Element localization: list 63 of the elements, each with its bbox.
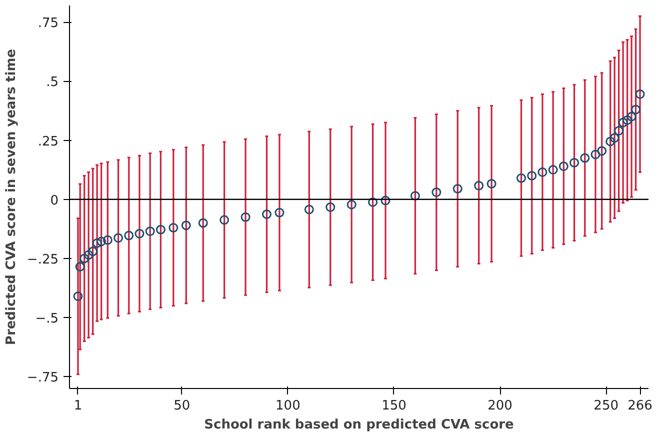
x-tick-label: 50 xyxy=(174,398,190,414)
y-tick-label: 0 xyxy=(50,193,59,208)
point xyxy=(220,215,230,225)
point xyxy=(145,226,155,236)
x-tick-label: 200 xyxy=(488,398,512,414)
point xyxy=(156,224,166,234)
point xyxy=(410,191,420,201)
point xyxy=(618,118,628,128)
point xyxy=(346,200,356,210)
point xyxy=(96,236,106,246)
y-tick-label: .25 xyxy=(38,134,59,150)
point xyxy=(635,89,645,99)
point xyxy=(614,126,624,136)
point xyxy=(198,218,208,228)
point xyxy=(452,184,462,194)
point xyxy=(631,104,641,114)
point xyxy=(538,167,548,177)
point xyxy=(88,246,98,256)
point xyxy=(486,179,496,189)
point xyxy=(558,162,568,172)
y-tick-label: .5 xyxy=(46,75,59,90)
point xyxy=(590,150,600,160)
y-tick-label: −.75 xyxy=(26,370,59,386)
point xyxy=(80,254,90,264)
point xyxy=(326,202,336,212)
point xyxy=(168,222,178,232)
point xyxy=(240,212,250,222)
point xyxy=(304,204,314,214)
y-tick-label: .75 xyxy=(38,16,59,32)
point xyxy=(92,238,102,248)
point xyxy=(626,112,636,122)
point xyxy=(622,115,632,125)
point xyxy=(606,136,616,146)
x-tick-label: 266 xyxy=(628,398,652,414)
point xyxy=(274,208,284,218)
point xyxy=(102,235,112,245)
point xyxy=(580,153,590,163)
point xyxy=(597,146,607,156)
point xyxy=(474,180,484,190)
point xyxy=(570,158,580,168)
point xyxy=(114,233,124,243)
x-tick-label: 1 xyxy=(74,398,82,414)
point xyxy=(368,197,378,207)
point xyxy=(527,170,537,180)
y-tick-label: −.5 xyxy=(35,312,58,327)
point xyxy=(134,228,144,238)
point xyxy=(75,262,85,272)
point xyxy=(84,250,94,260)
point xyxy=(73,292,83,302)
y-tick-label: −.25 xyxy=(26,252,59,268)
point xyxy=(380,196,390,206)
x-tick-label: 250 xyxy=(594,398,619,414)
x-tick-label: 100 xyxy=(276,398,300,414)
point xyxy=(124,230,134,240)
point xyxy=(516,173,526,183)
point xyxy=(548,165,558,175)
point xyxy=(432,188,442,198)
y-axis-title: Predicted CVA score in seven years time xyxy=(4,48,19,346)
point xyxy=(181,220,191,230)
point xyxy=(610,133,620,143)
x-tick-label: 150 xyxy=(382,398,406,414)
x-axis-title: School rank based on predicted CVA score xyxy=(204,418,514,432)
point xyxy=(262,210,272,219)
